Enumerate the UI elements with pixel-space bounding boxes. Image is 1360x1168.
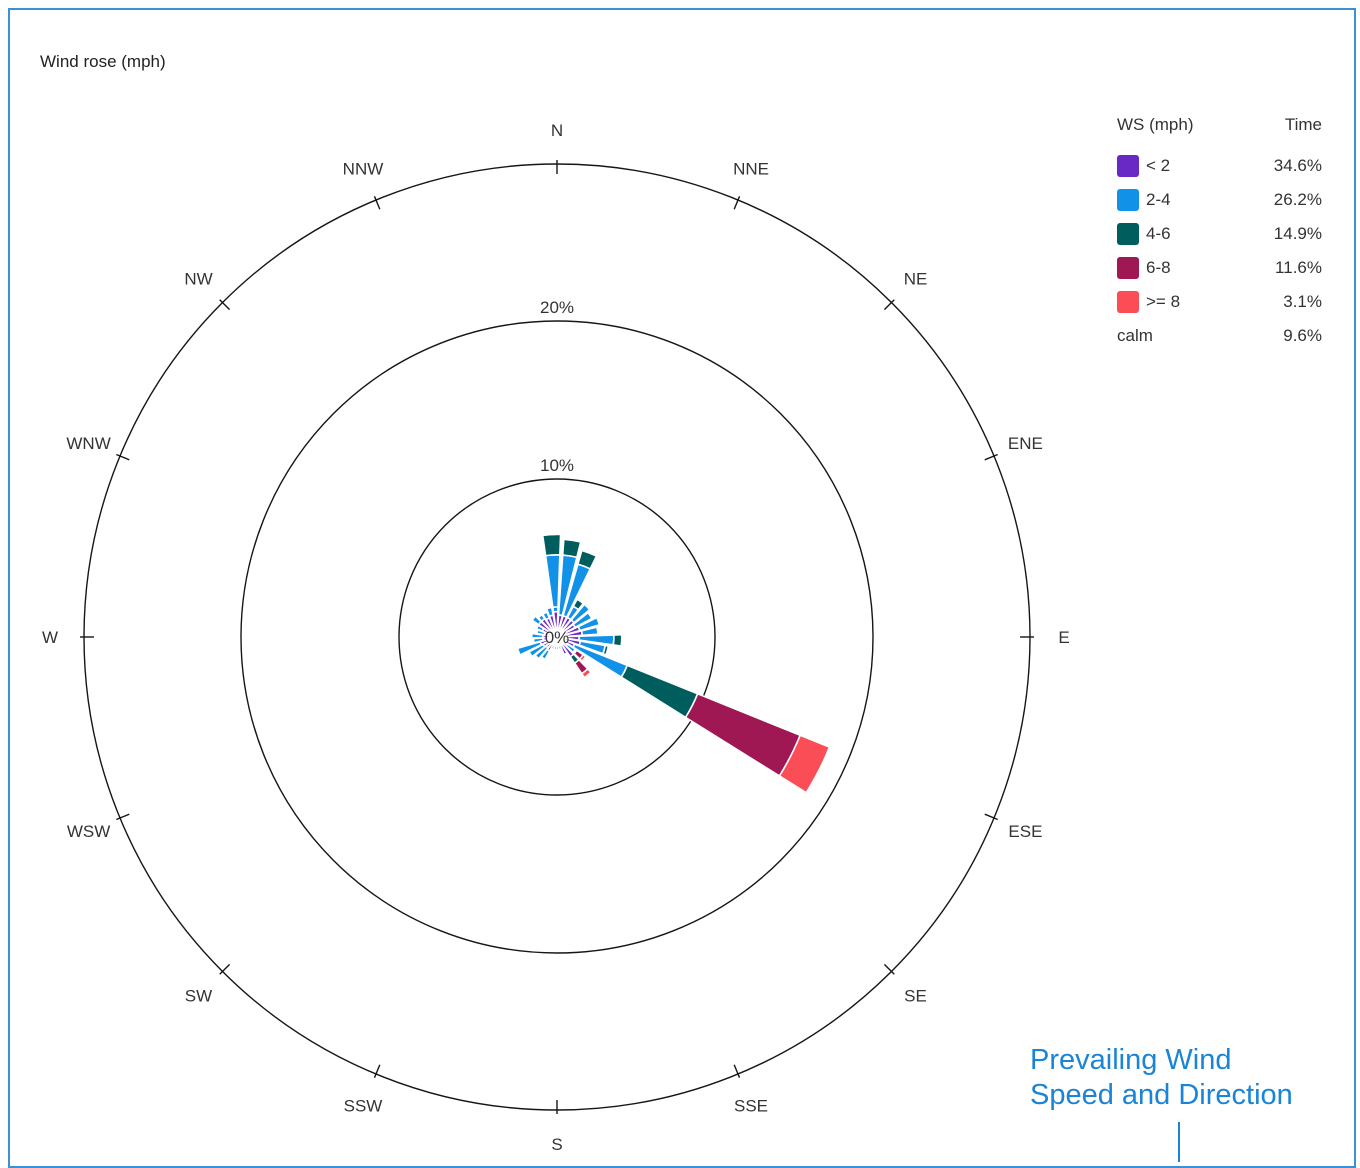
- wind-bar-segment: [544, 554, 561, 613]
- direction-label: W: [42, 628, 58, 647]
- direction-tick: [373, 1064, 381, 1078]
- wind-bar-segment: [516, 640, 543, 656]
- legend-item[interactable]: 4-6 14.9%: [1117, 217, 1322, 251]
- direction-label: N: [551, 121, 563, 140]
- grid-ring: [240, 320, 874, 954]
- wind-bar-segment: [580, 668, 592, 679]
- legend-label: 6-8: [1146, 258, 1171, 277]
- direction-label: ESE: [1008, 822, 1042, 841]
- wind-bar-segment: [530, 632, 544, 639]
- wind-bar-segment: [778, 734, 831, 794]
- legend-value: 11.6%: [1275, 258, 1322, 277]
- direction-label: NNE: [733, 160, 769, 179]
- wind-bar-segment: [540, 648, 551, 661]
- legend: WS (mph) Time < 2 34.6% 2-4 26.2% 4-6 14…: [1117, 115, 1322, 353]
- legend-calm-label: calm: [1117, 326, 1153, 345]
- legend-value: 3.1%: [1283, 292, 1322, 311]
- legend-label: >= 8: [1146, 292, 1181, 311]
- direction-label: E: [1058, 628, 1069, 647]
- wind-bar-segment: [561, 538, 582, 559]
- wind-bar-segment: [532, 637, 545, 644]
- legend-item[interactable]: >= 8 3.1%: [1117, 285, 1322, 319]
- direction-tick: [219, 299, 231, 311]
- legend-value: 14.9%: [1273, 224, 1322, 243]
- direction-label: SSE: [734, 1096, 768, 1115]
- wind-bar-segment: [587, 610, 595, 620]
- legend-swatch: [1117, 257, 1139, 279]
- legend-label: 4-6: [1146, 224, 1171, 243]
- polar-labels: N NNE NE ENE E ESE SE SSE S SSW SW WSW W WNW NW NNW 0% 10…: [42, 121, 1070, 1154]
- annotation-pointer: [1178, 1122, 1180, 1162]
- direction-label: WNW: [66, 434, 110, 453]
- direction-label: NNW: [343, 160, 384, 179]
- wind-bar-segment: [577, 549, 598, 570]
- direction-tick: [733, 1064, 741, 1078]
- wind-bar-segment: [620, 664, 699, 719]
- chart-title: Wind rose (mph): [40, 52, 166, 71]
- wind-bar-segment: [537, 613, 546, 622]
- legend-header: WS (mph) Time: [1117, 115, 1322, 139]
- legend-swatch: [1117, 155, 1139, 177]
- wind-bar-segment: [552, 606, 559, 613]
- legend-item[interactable]: 6-8 11.6%: [1117, 251, 1322, 285]
- radial-tick-label: 20%: [540, 298, 574, 317]
- prevailing-wind-annotation: Prevailing Wind Speed and Direction: [1030, 1043, 1330, 1113]
- direction-tick: [984, 813, 998, 821]
- direction-label: ENE: [1008, 434, 1043, 453]
- wind-bar-segment: [534, 645, 549, 660]
- direction-tick: [116, 453, 130, 461]
- radial-tick-label: 0%: [545, 628, 570, 647]
- legend-calm-value: 9.6%: [1283, 326, 1322, 345]
- direction-tick: [373, 196, 381, 210]
- direction-tick: [984, 453, 998, 461]
- wind-bar-segment: [578, 653, 587, 662]
- annotation-line-1: Prevailing Wind: [1030, 1044, 1232, 1076]
- wind-bar-segment: [531, 615, 542, 626]
- radial-tick-label: 10%: [540, 456, 574, 475]
- polar-grid: [80, 160, 1034, 1114]
- legend-header-time: Time: [1284, 115, 1322, 134]
- direction-label: NW: [184, 269, 212, 288]
- wind-bar-segment: [684, 693, 801, 777]
- wind-bars: [516, 531, 831, 794]
- wind-bar-segment: [602, 644, 610, 656]
- legend-label: < 2: [1146, 156, 1171, 175]
- legend-value: 34.6%: [1273, 156, 1322, 175]
- direction-tick: [219, 963, 231, 975]
- wind-bar-segment: [595, 616, 602, 626]
- legend-item[interactable]: 2-4 26.2%: [1117, 183, 1322, 217]
- legend-swatch: [1117, 223, 1139, 245]
- direction-tick: [116, 813, 130, 821]
- wind-bar-segment: [556, 636, 568, 656]
- wind-bar-segment: [580, 626, 599, 637]
- legend-calm-row: calm 9.6%: [1117, 319, 1322, 353]
- legend-swatch: [1117, 189, 1139, 211]
- direction-label: WSW: [67, 822, 110, 841]
- wind-bar-segment: [541, 531, 562, 537]
- direction-tick: [733, 196, 741, 210]
- direction-tick: [883, 963, 895, 975]
- wind-bar-segment: [612, 633, 623, 647]
- wind-bar-segment: [545, 606, 554, 618]
- annotation-line-2: Speed and Direction: [1030, 1079, 1293, 1111]
- legend-header-speed: WS (mph): [1117, 115, 1194, 134]
- wind-bar-segment: [541, 533, 562, 557]
- direction-label: SSW: [344, 1096, 383, 1115]
- direction-tick: [883, 299, 895, 311]
- direction-label: SW: [185, 987, 212, 1006]
- legend-value: 26.2%: [1273, 190, 1322, 209]
- legend-label: 2-4: [1146, 190, 1171, 209]
- direction-label: S: [551, 1135, 562, 1154]
- wind-bar-segment: [541, 611, 551, 621]
- direction-label: NE: [904, 269, 928, 288]
- wind-bar-segment: [528, 643, 546, 658]
- grid-ring: [398, 478, 716, 796]
- legend-swatch: [1117, 291, 1139, 313]
- direction-label: SE: [904, 987, 927, 1006]
- wind-bar-segment: [583, 602, 592, 611]
- wind-bar-segment: [572, 598, 585, 611]
- legend-item[interactable]: < 2 34.6%: [1117, 149, 1322, 183]
